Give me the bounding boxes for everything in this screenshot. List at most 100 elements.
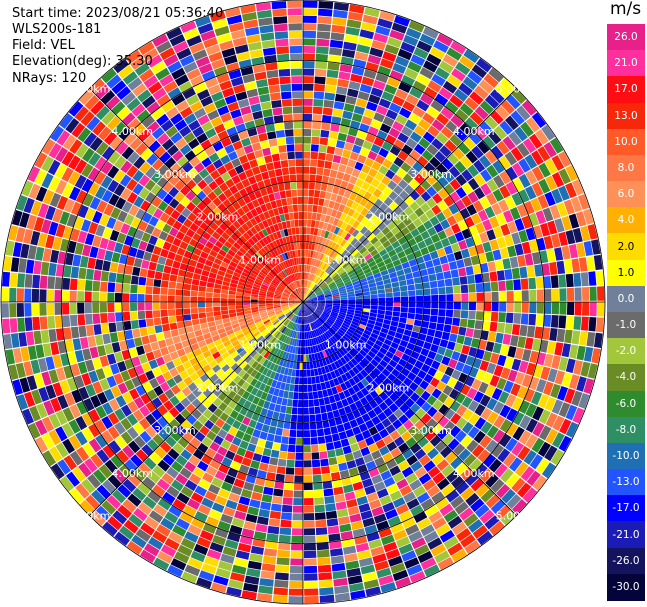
range-gate	[355, 98, 368, 108]
range-gate	[151, 127, 165, 140]
range-gate	[57, 340, 67, 354]
range-gate	[227, 151, 238, 161]
range-gate	[289, 295, 297, 299]
range-gate	[551, 172, 565, 188]
range-gate	[329, 270, 337, 277]
range-gate	[316, 534, 329, 543]
range-gate	[475, 283, 484, 293]
range-gate	[107, 474, 122, 489]
range-gate	[426, 418, 438, 430]
range-gate	[381, 343, 390, 351]
range-gate	[296, 302, 303, 306]
range-gate	[279, 272, 286, 279]
range-gate	[329, 169, 338, 178]
range-gate	[246, 375, 254, 384]
range-gate	[336, 400, 344, 409]
range-gate	[311, 353, 316, 361]
range-gate	[294, 136, 303, 144]
range-gate	[220, 336, 229, 343]
range-gate	[284, 252, 289, 260]
range-gate	[390, 276, 399, 283]
range-gate	[492, 342, 502, 354]
range-gate	[245, 513, 258, 523]
range-gate	[62, 183, 74, 198]
range-gate	[152, 302, 160, 310]
colorbar-cell	[607, 154, 645, 182]
range-gate	[287, 0, 302, 9]
range-gate	[300, 309, 303, 317]
range-gate	[473, 126, 487, 140]
range-gate	[354, 289, 362, 294]
range-gate	[519, 266, 528, 279]
range-gate	[210, 267, 219, 274]
range-gate	[303, 528, 316, 536]
range-gate	[332, 108, 343, 118]
range-gate	[387, 330, 396, 337]
range-gate	[318, 152, 326, 161]
range-gate	[191, 284, 199, 291]
range-gate	[532, 338, 541, 352]
range-gate	[284, 482, 294, 490]
range-gate	[241, 161, 252, 171]
range-gate	[420, 93, 434, 106]
range-gate	[64, 392, 76, 407]
range-gate	[303, 294, 306, 302]
range-gate	[354, 137, 365, 147]
range-gate	[447, 515, 463, 529]
range-gate	[313, 482, 323, 490]
range-gate	[445, 120, 459, 134]
range-gate	[77, 279, 86, 291]
range-gate	[444, 245, 453, 255]
range-gate	[284, 310, 291, 315]
range-gate	[251, 491, 263, 501]
range-gate	[245, 211, 254, 220]
range-gate	[328, 200, 336, 209]
range-gate	[264, 321, 272, 327]
range-gate	[331, 563, 346, 572]
colorbar-tick-label: 0.0	[617, 292, 635, 305]
range-gate	[264, 479, 275, 488]
range-gate	[307, 331, 311, 339]
range-gate	[281, 436, 289, 445]
range-gate	[322, 324, 328, 331]
range-gate	[565, 182, 577, 199]
range-gate	[212, 197, 222, 207]
range-gate	[278, 350, 285, 358]
range-gate	[422, 253, 432, 262]
range-gate	[337, 132, 348, 142]
range-gate	[196, 536, 211, 549]
range-gate	[167, 251, 176, 260]
range-gate	[270, 216, 277, 225]
range-gate	[318, 398, 325, 406]
range-gate	[356, 44, 371, 54]
range-gate	[277, 549, 290, 558]
range-gate	[489, 352, 500, 364]
range-gate	[387, 221, 397, 231]
range-gate	[575, 211, 587, 227]
range-gate	[529, 289, 537, 302]
range-gate	[248, 337, 257, 345]
range-gate	[208, 272, 217, 279]
range-gate	[458, 372, 468, 384]
range-gate	[269, 242, 276, 250]
range-gate	[202, 206, 212, 217]
range-gate	[329, 250, 336, 258]
range-gate	[439, 255, 449, 265]
range-gate	[165, 337, 174, 347]
range-gate	[333, 9, 348, 19]
range-gate	[305, 257, 308, 265]
range-gate	[149, 452, 162, 465]
range-gate	[295, 331, 299, 339]
range-gate	[183, 505, 197, 517]
range-gate	[344, 224, 352, 233]
range-gate	[377, 222, 387, 231]
range-gate	[276, 255, 283, 263]
range-gate	[436, 323, 445, 332]
range-gate	[249, 217, 258, 226]
range-gate	[320, 229, 326, 238]
range-gate	[491, 291, 499, 302]
range-gate	[546, 341, 556, 355]
range-gate	[214, 240, 224, 249]
range-gate	[389, 163, 400, 174]
range-gate	[415, 289, 423, 296]
